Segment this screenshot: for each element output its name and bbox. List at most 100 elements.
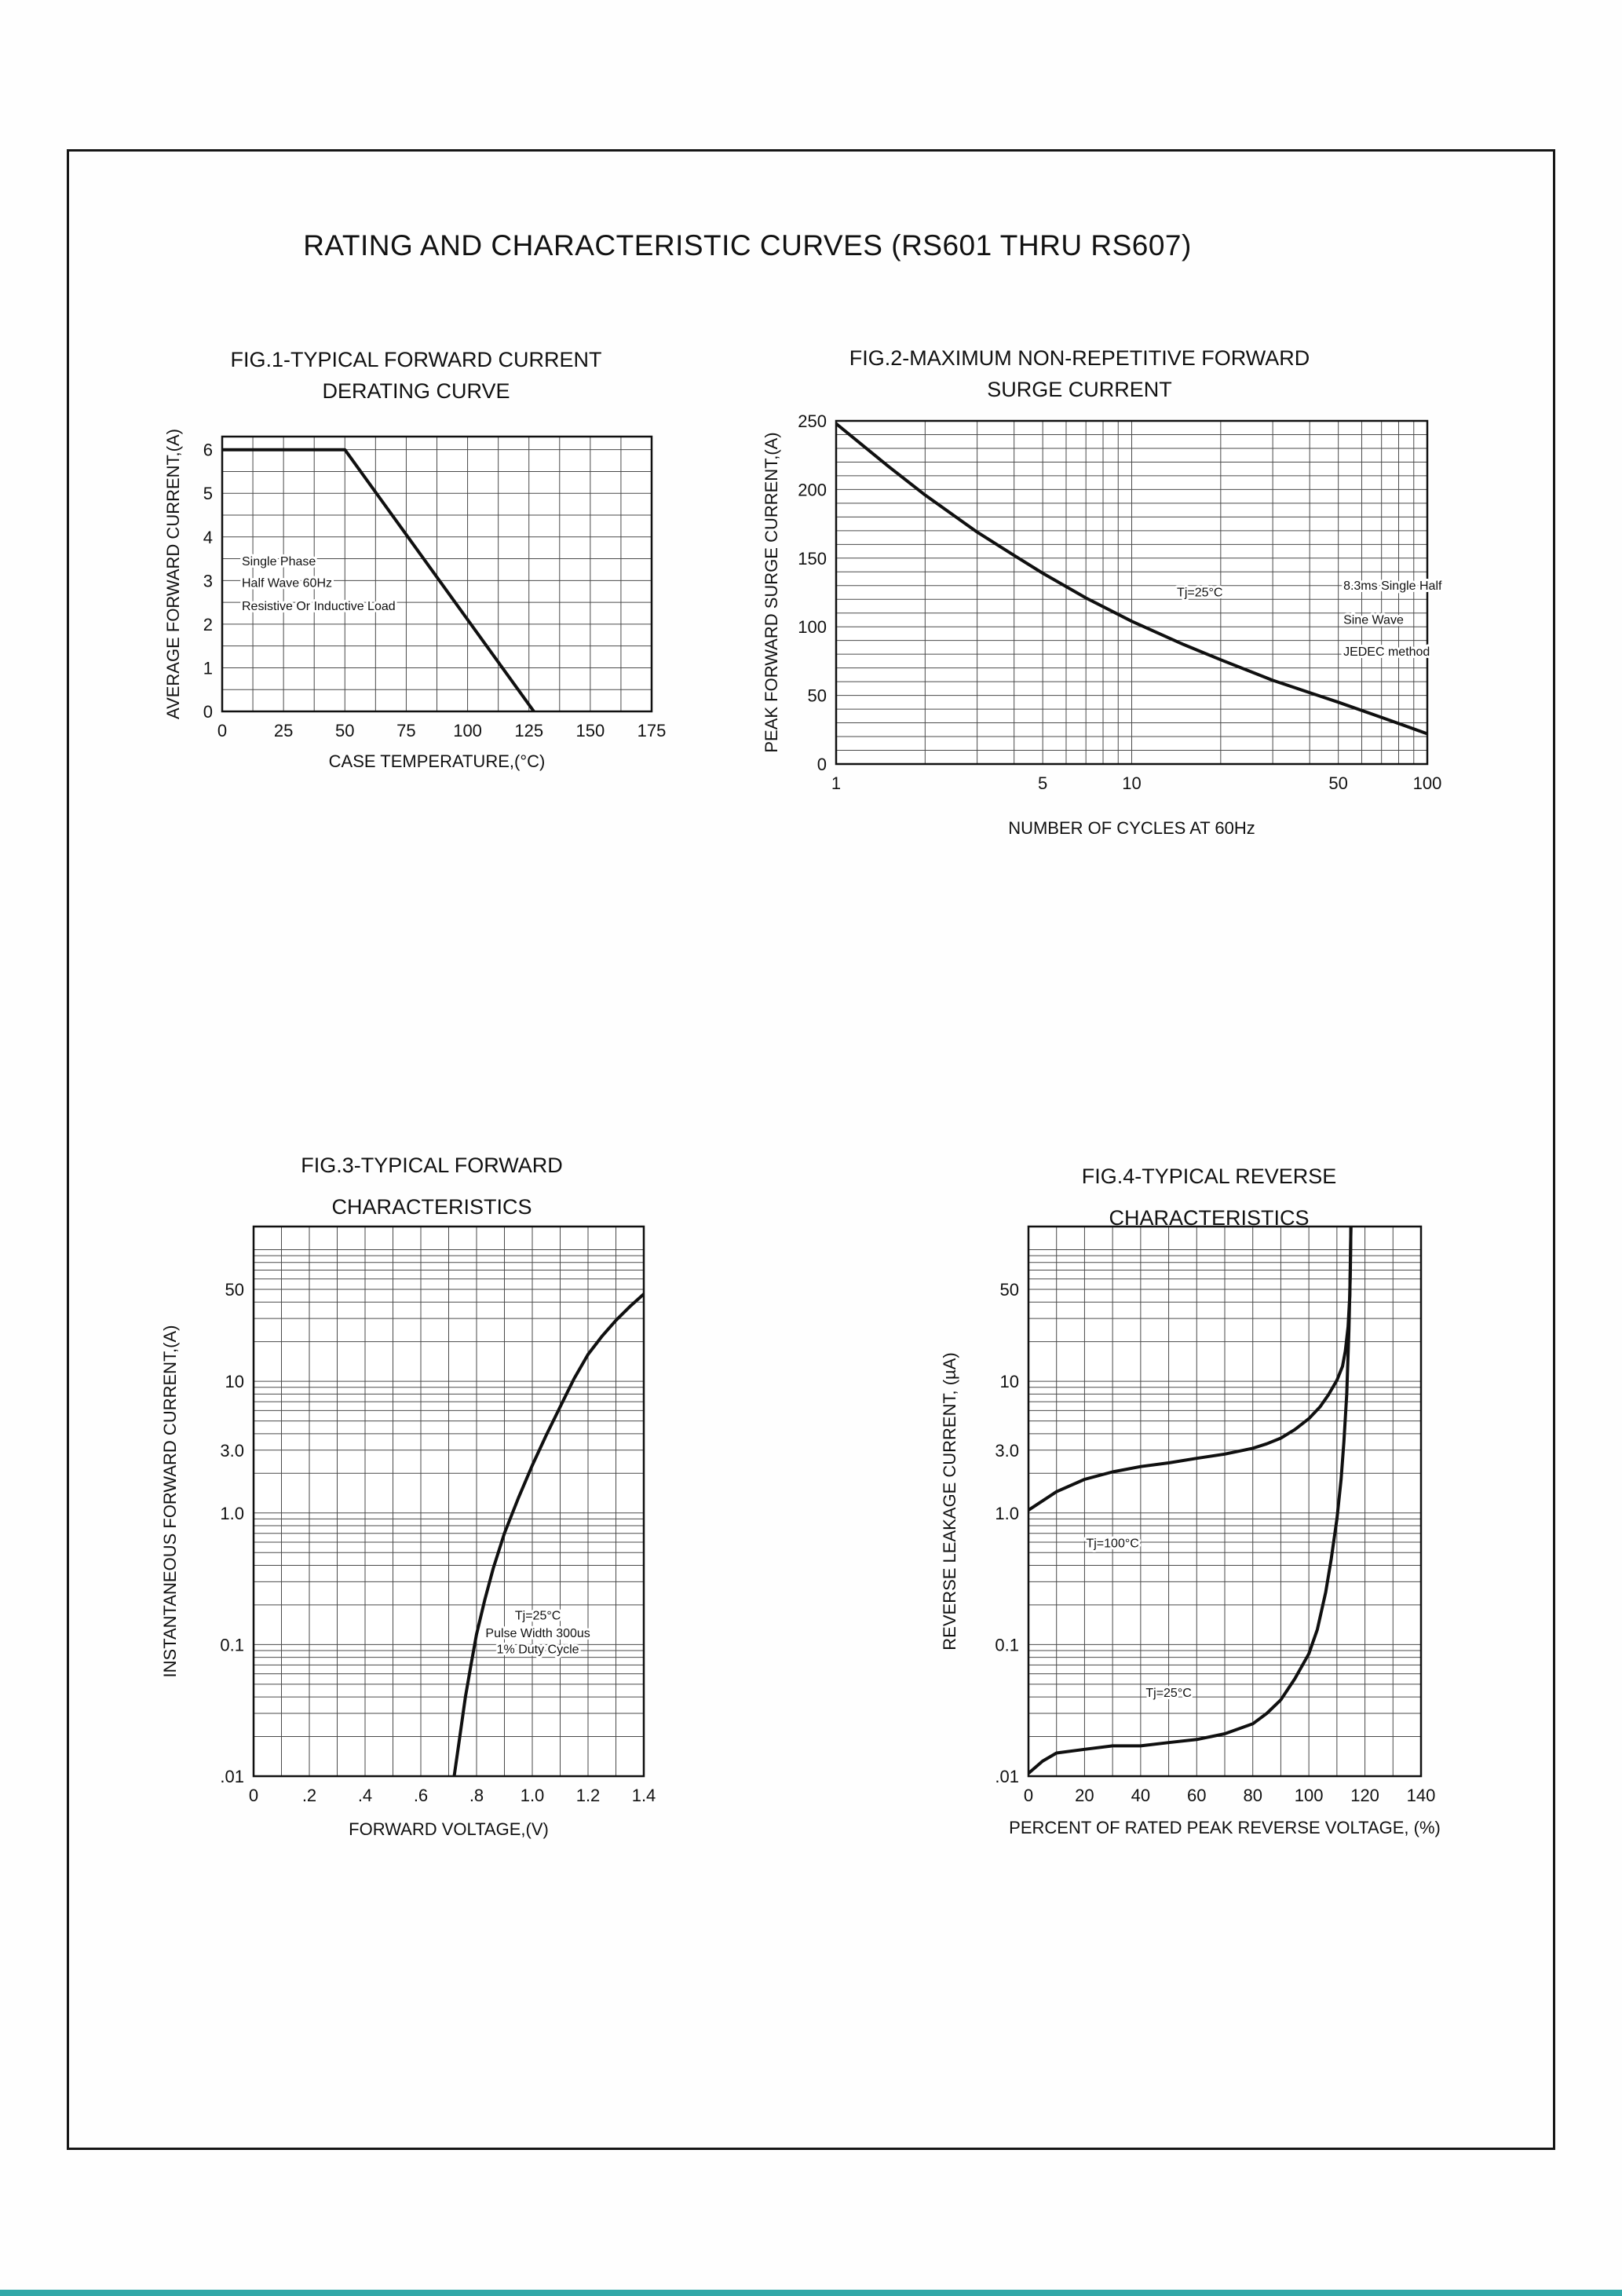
svg-text:0: 0 [203, 702, 213, 722]
y-axis-title: INSTANTANEOUS FORWARD CURRENT,(A) [160, 1325, 180, 1678]
svg-text:Pulse Width 300us: Pulse Width 300us [485, 1627, 590, 1640]
figure-1-title-line2: DERATING CURVE [322, 379, 510, 403]
grid-lines [835, 420, 1428, 765]
svg-text:50: 50 [1000, 1280, 1019, 1300]
svg-text:.01: .01 [220, 1767, 244, 1786]
svg-text:140: 140 [1407, 1786, 1436, 1805]
curve-surge-current [836, 422, 1427, 736]
svg-text:25: 25 [274, 721, 293, 740]
svg-text:1.0: 1.0 [995, 1504, 1019, 1523]
svg-text:125: 125 [514, 721, 543, 740]
fig3-plot: 0 .2 .4 .6 .8 1.0 1.2 1.4 50 10 3.0 1.0 0.1 .01 FORWAR… [160, 1225, 656, 1839]
x-axis-title: PERCENT OF RATED PEAK REVERSE VOLTAGE, (… [1009, 1818, 1441, 1837]
series-curves [1028, 1227, 1353, 1775]
svg-text:Tj=100°C: Tj=100°C [1086, 1537, 1138, 1550]
svg-text:100: 100 [453, 721, 482, 740]
svg-text:50: 50 [335, 721, 354, 740]
figure-3-forward-chart: 0 .2 .4 .6 .8 1.0 1.2 1.4 50 10 3.0 1.0 0.1 .01 FORWAR… [160, 1225, 656, 1839]
svg-text:10: 10 [1122, 773, 1141, 793]
plot-border [1027, 1225, 1423, 1778]
svg-text:4: 4 [203, 528, 213, 547]
svg-text:1: 1 [203, 658, 213, 678]
svg-text:50: 50 [808, 686, 827, 706]
page-title: RATING AND CHARACTERISTIC CURVES (RS601 … [303, 229, 1192, 261]
svg-text:.6: .6 [414, 1786, 428, 1805]
svg-text:1.2: 1.2 [576, 1786, 601, 1805]
y-tick-labels: 0 50 100 150 200 250 [798, 411, 827, 774]
svg-text:Single Phase: Single Phase [242, 555, 316, 569]
page-border-frame [67, 149, 1555, 2150]
svg-text:.01: .01 [995, 1767, 1019, 1786]
svg-text:50: 50 [1328, 773, 1347, 793]
svg-text:JEDEC method: JEDEC method [1343, 645, 1430, 659]
svg-text:120: 120 [1350, 1786, 1379, 1805]
fig4-plot: 0 20 40 60 80 100 120 140 50 10 3.0 1.0 0.1 .01 PERCEN… [940, 1225, 1441, 1837]
figure-3-title-line2: CHARACTERISTICS [331, 1195, 532, 1219]
svg-text:.2: .2 [302, 1786, 316, 1805]
figure-2-title-line1: FIG.2-MAXIMUM NON-REPETITIVE FORWARD [849, 346, 1310, 370]
svg-text:3: 3 [203, 571, 213, 590]
svg-text:100: 100 [1295, 1786, 1324, 1805]
x-tick-labels: 1 5 10 50 100 [831, 773, 1441, 793]
svg-text:0.1: 0.1 [220, 1635, 244, 1654]
svg-text:6: 6 [203, 441, 213, 460]
svg-text:100: 100 [1413, 773, 1442, 793]
svg-text:20: 20 [1075, 1786, 1094, 1805]
series-curves [222, 448, 535, 711]
figure-1-derating-chart: 0 25 50 75 100 125 150 175 0 1 2 3 4 5 6 CASE TEMPERATU… [163, 429, 666, 771]
curve-derating-curve [222, 448, 535, 711]
y-axis-title: AVERAGE FORWARD CURRENT,(A) [163, 429, 183, 719]
y-tick-labels: 50 10 3.0 1.0 0.1 .01 [995, 1280, 1019, 1786]
plot-annotations: Tj=25°C Pulse Width 300us 1% Duty Cycle [483, 1607, 592, 1658]
svg-text:1% Duty Cycle: 1% Duty Cycle [497, 1643, 579, 1656]
svg-text:1.4: 1.4 [632, 1786, 656, 1805]
x-axis-title: NUMBER OF CYCLES AT 60Hz [1008, 818, 1255, 838]
svg-text:40: 40 [1131, 1786, 1150, 1805]
series-curves [452, 1292, 644, 1776]
svg-text:150: 150 [575, 721, 605, 740]
svg-text:Tj=25°C: Tj=25°C [1177, 587, 1222, 600]
svg-text:200: 200 [798, 480, 827, 499]
svg-text:Resistive Or Inductive Load: Resistive Or Inductive Load [242, 600, 396, 613]
svg-text:.8: .8 [469, 1786, 484, 1805]
x-axis-title: CASE TEMPERATURE,(°C) [329, 751, 546, 771]
svg-text:3.0: 3.0 [220, 1441, 244, 1461]
svg-text:60: 60 [1187, 1786, 1206, 1805]
figure-3-title-line1: FIG.3-TYPICAL FORWARD [301, 1153, 563, 1177]
plot-annotations: Tj=100°C Tj=25°C [1083, 1534, 1193, 1702]
svg-text:8.3ms Single Half: 8.3ms Single Half [1343, 579, 1442, 593]
x-axis-title: FORWARD VOLTAGE,(V) [349, 1819, 549, 1839]
grid-lines [253, 1227, 645, 1777]
figure-4-reverse-chart: 0 20 40 60 80 100 120 140 50 10 3.0 1.0 0.1 .01 PERCEN… [940, 1225, 1441, 1837]
svg-text:1: 1 [831, 773, 841, 793]
fig1-plot: 0 25 50 75 100 125 150 175 0 1 2 3 4 5 6 CASE TEMPERATU… [163, 429, 666, 771]
curve-Tj=100C [1028, 1227, 1353, 1512]
svg-text:.4: .4 [358, 1786, 372, 1805]
svg-text:Half Wave 60Hz: Half Wave 60Hz [242, 577, 332, 590]
svg-text:0: 0 [1024, 1786, 1033, 1805]
svg-text:80: 80 [1243, 1786, 1262, 1805]
figure-1-title-line1: FIG.1-TYPICAL FORWARD CURRENT [230, 348, 602, 371]
x-tick-labels: 0 20 40 60 80 100 120 140 [1024, 1786, 1435, 1805]
plot-border [221, 435, 653, 713]
plot-annotations: Tj=25°C 8.3ms Single Half Sine Wave JEDEC m… [1174, 577, 1445, 661]
series-curves [836, 422, 1427, 736]
plot-border [835, 419, 1429, 766]
svg-text:3.0: 3.0 [995, 1441, 1019, 1461]
svg-text:250: 250 [798, 411, 827, 431]
svg-text:0.1: 0.1 [995, 1635, 1019, 1654]
y-axis-title: REVERSE LEAKAGE CURRENT, (µA) [940, 1352, 959, 1650]
svg-text:150: 150 [798, 549, 827, 569]
figure-2-surge-chart: 1 5 10 50 100 0 50 100 150 200 250 NUMBER OF CYCLES… [762, 411, 1445, 838]
plot-annotations: Single Phase Half Wave 60Hz Resistive Or I… [239, 553, 398, 616]
svg-text:100: 100 [798, 617, 827, 637]
svg-text:Tj=25°C: Tj=25°C [1145, 1687, 1191, 1700]
x-tick-labels: 0 .2 .4 .6 .8 1.0 1.2 1.4 [249, 1786, 656, 1805]
svg-text:2: 2 [203, 615, 213, 634]
svg-text:1.0: 1.0 [521, 1786, 545, 1805]
figure-2-title: FIG.2-MAXIMUM NON-REPETITIVE FORWARD SUR… [707, 342, 1452, 405]
svg-text:50: 50 [225, 1280, 244, 1300]
svg-text:Tj=25°C: Tj=25°C [515, 1609, 561, 1622]
svg-text:10: 10 [225, 1372, 244, 1391]
y-tick-labels: 50 10 3.0 1.0 0.1 .01 [220, 1280, 244, 1786]
